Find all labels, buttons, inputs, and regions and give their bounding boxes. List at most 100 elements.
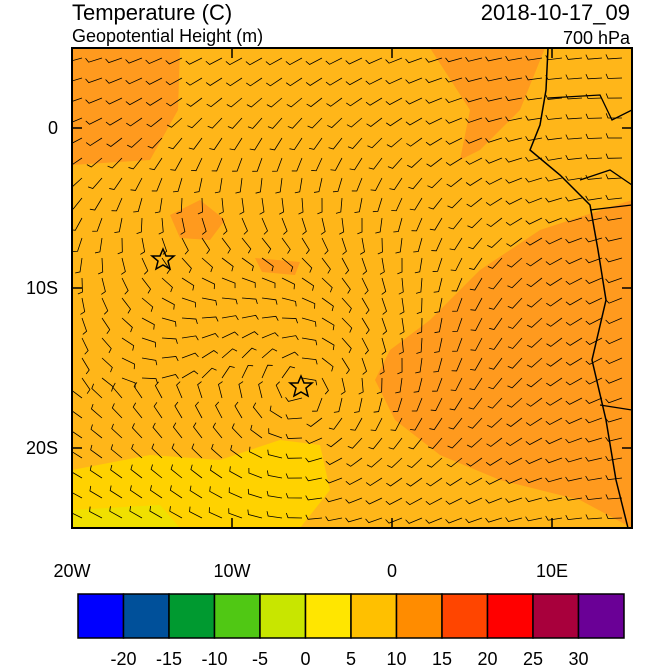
warm-region [375, 200, 632, 528]
wind-barb [281, 317, 298, 324]
wind-barb [279, 197, 285, 215]
wind-barb [180, 217, 186, 235]
wind-barb [485, 157, 503, 164]
wind-barb [390, 417, 403, 431]
wind-barb [345, 477, 363, 486]
wind-barb [585, 417, 603, 424]
wind-barb [267, 117, 283, 129]
wind-barb [72, 430, 83, 439]
wind-barb [321, 337, 335, 351]
wind-barb [197, 197, 203, 215]
wind-barb [425, 77, 443, 84]
wind-barb [221, 257, 234, 272]
wind-barb [81, 337, 89, 355]
wind-barb [386, 477, 403, 487]
wind-barb [585, 237, 603, 243]
wind-barb [432, 377, 443, 392]
wind-barb [426, 477, 443, 487]
wind-barb [330, 157, 343, 171]
wind-barb [205, 57, 223, 66]
wind-barb [326, 97, 343, 107]
wind-barb [249, 137, 263, 151]
wind-barb [230, 444, 243, 459]
colorbar-box [350, 593, 398, 639]
wind-barb [585, 475, 603, 481]
wind-barb [291, 157, 303, 172]
wind-barb [428, 197, 443, 210]
wind-barb [125, 77, 143, 85]
wind-barb [381, 297, 387, 315]
wind-barb [275, 381, 283, 399]
wind-barb [208, 507, 223, 519]
wind-barb [205, 77, 223, 86]
wind-barb [306, 97, 323, 108]
wind-barb [221, 217, 228, 235]
wind-barb [565, 257, 583, 265]
wind-barb [526, 277, 543, 288]
wind-barb [505, 517, 523, 522]
wind-barb [298, 197, 304, 215]
wind-barb [605, 133, 623, 139]
colorbar-label: 15 [432, 649, 452, 667]
wind-barb [241, 257, 254, 272]
border [547, 94, 632, 411]
wind-barb [465, 137, 483, 144]
wind-barb [445, 157, 463, 166]
wind-barb [448, 417, 463, 430]
wind-barb [341, 237, 347, 255]
wind-barb [507, 377, 523, 389]
wind-barb [525, 457, 543, 465]
wind-barb [485, 96, 503, 102]
wind-barb [470, 357, 483, 371]
wind-barb [109, 506, 123, 519]
x-tick-label: 10E [536, 561, 568, 581]
wind-barb [250, 424, 263, 439]
coastline [529, 48, 629, 528]
wind-barb [585, 456, 603, 462]
wind-barb [376, 377, 383, 395]
wind-barb [361, 317, 370, 335]
wind-barb [111, 197, 123, 212]
wind-barb [525, 156, 543, 162]
wind-barb [507, 297, 523, 309]
wind-barb [565, 154, 583, 160]
wind-barb [301, 297, 316, 309]
wind-barb [411, 217, 423, 232]
wind-barb [325, 477, 343, 484]
wind-barb [488, 377, 503, 390]
wind-barb [505, 56, 523, 61]
wind-barb [585, 54, 603, 60]
wind-barb [545, 257, 563, 266]
wind-barb [434, 297, 443, 313]
wind-barb [190, 464, 203, 479]
wind-barb [211, 157, 223, 172]
wind-barb [450, 377, 463, 391]
colorbar-label: 5 [346, 649, 356, 667]
wind-barb [414, 257, 423, 274]
wind-barb [465, 157, 483, 165]
wind-barb [545, 477, 563, 483]
wind-barb [605, 215, 623, 221]
wind-barb [281, 366, 296, 379]
wind-barb [485, 177, 503, 185]
wind-barb [266, 77, 283, 87]
wind-barb [89, 506, 103, 519]
wind-barb [489, 337, 503, 350]
wind-barb [107, 157, 123, 169]
wind-barb [391, 197, 403, 212]
wind-barb [565, 457, 583, 463]
wind-barb [585, 437, 603, 443]
wind-barb [365, 57, 383, 65]
wind-barb [201, 316, 219, 322]
wind-barb [487, 257, 503, 269]
wind-barb [285, 512, 303, 519]
wind-barb [470, 337, 483, 351]
wind-barb [565, 134, 583, 140]
wind-barb [546, 377, 563, 387]
wind-barb [209, 486, 223, 499]
wind-barb [101, 297, 109, 315]
wind-barb [605, 153, 623, 159]
wind-barb [565, 397, 583, 405]
wind-barb [346, 457, 363, 467]
wind-barb [565, 514, 583, 521]
